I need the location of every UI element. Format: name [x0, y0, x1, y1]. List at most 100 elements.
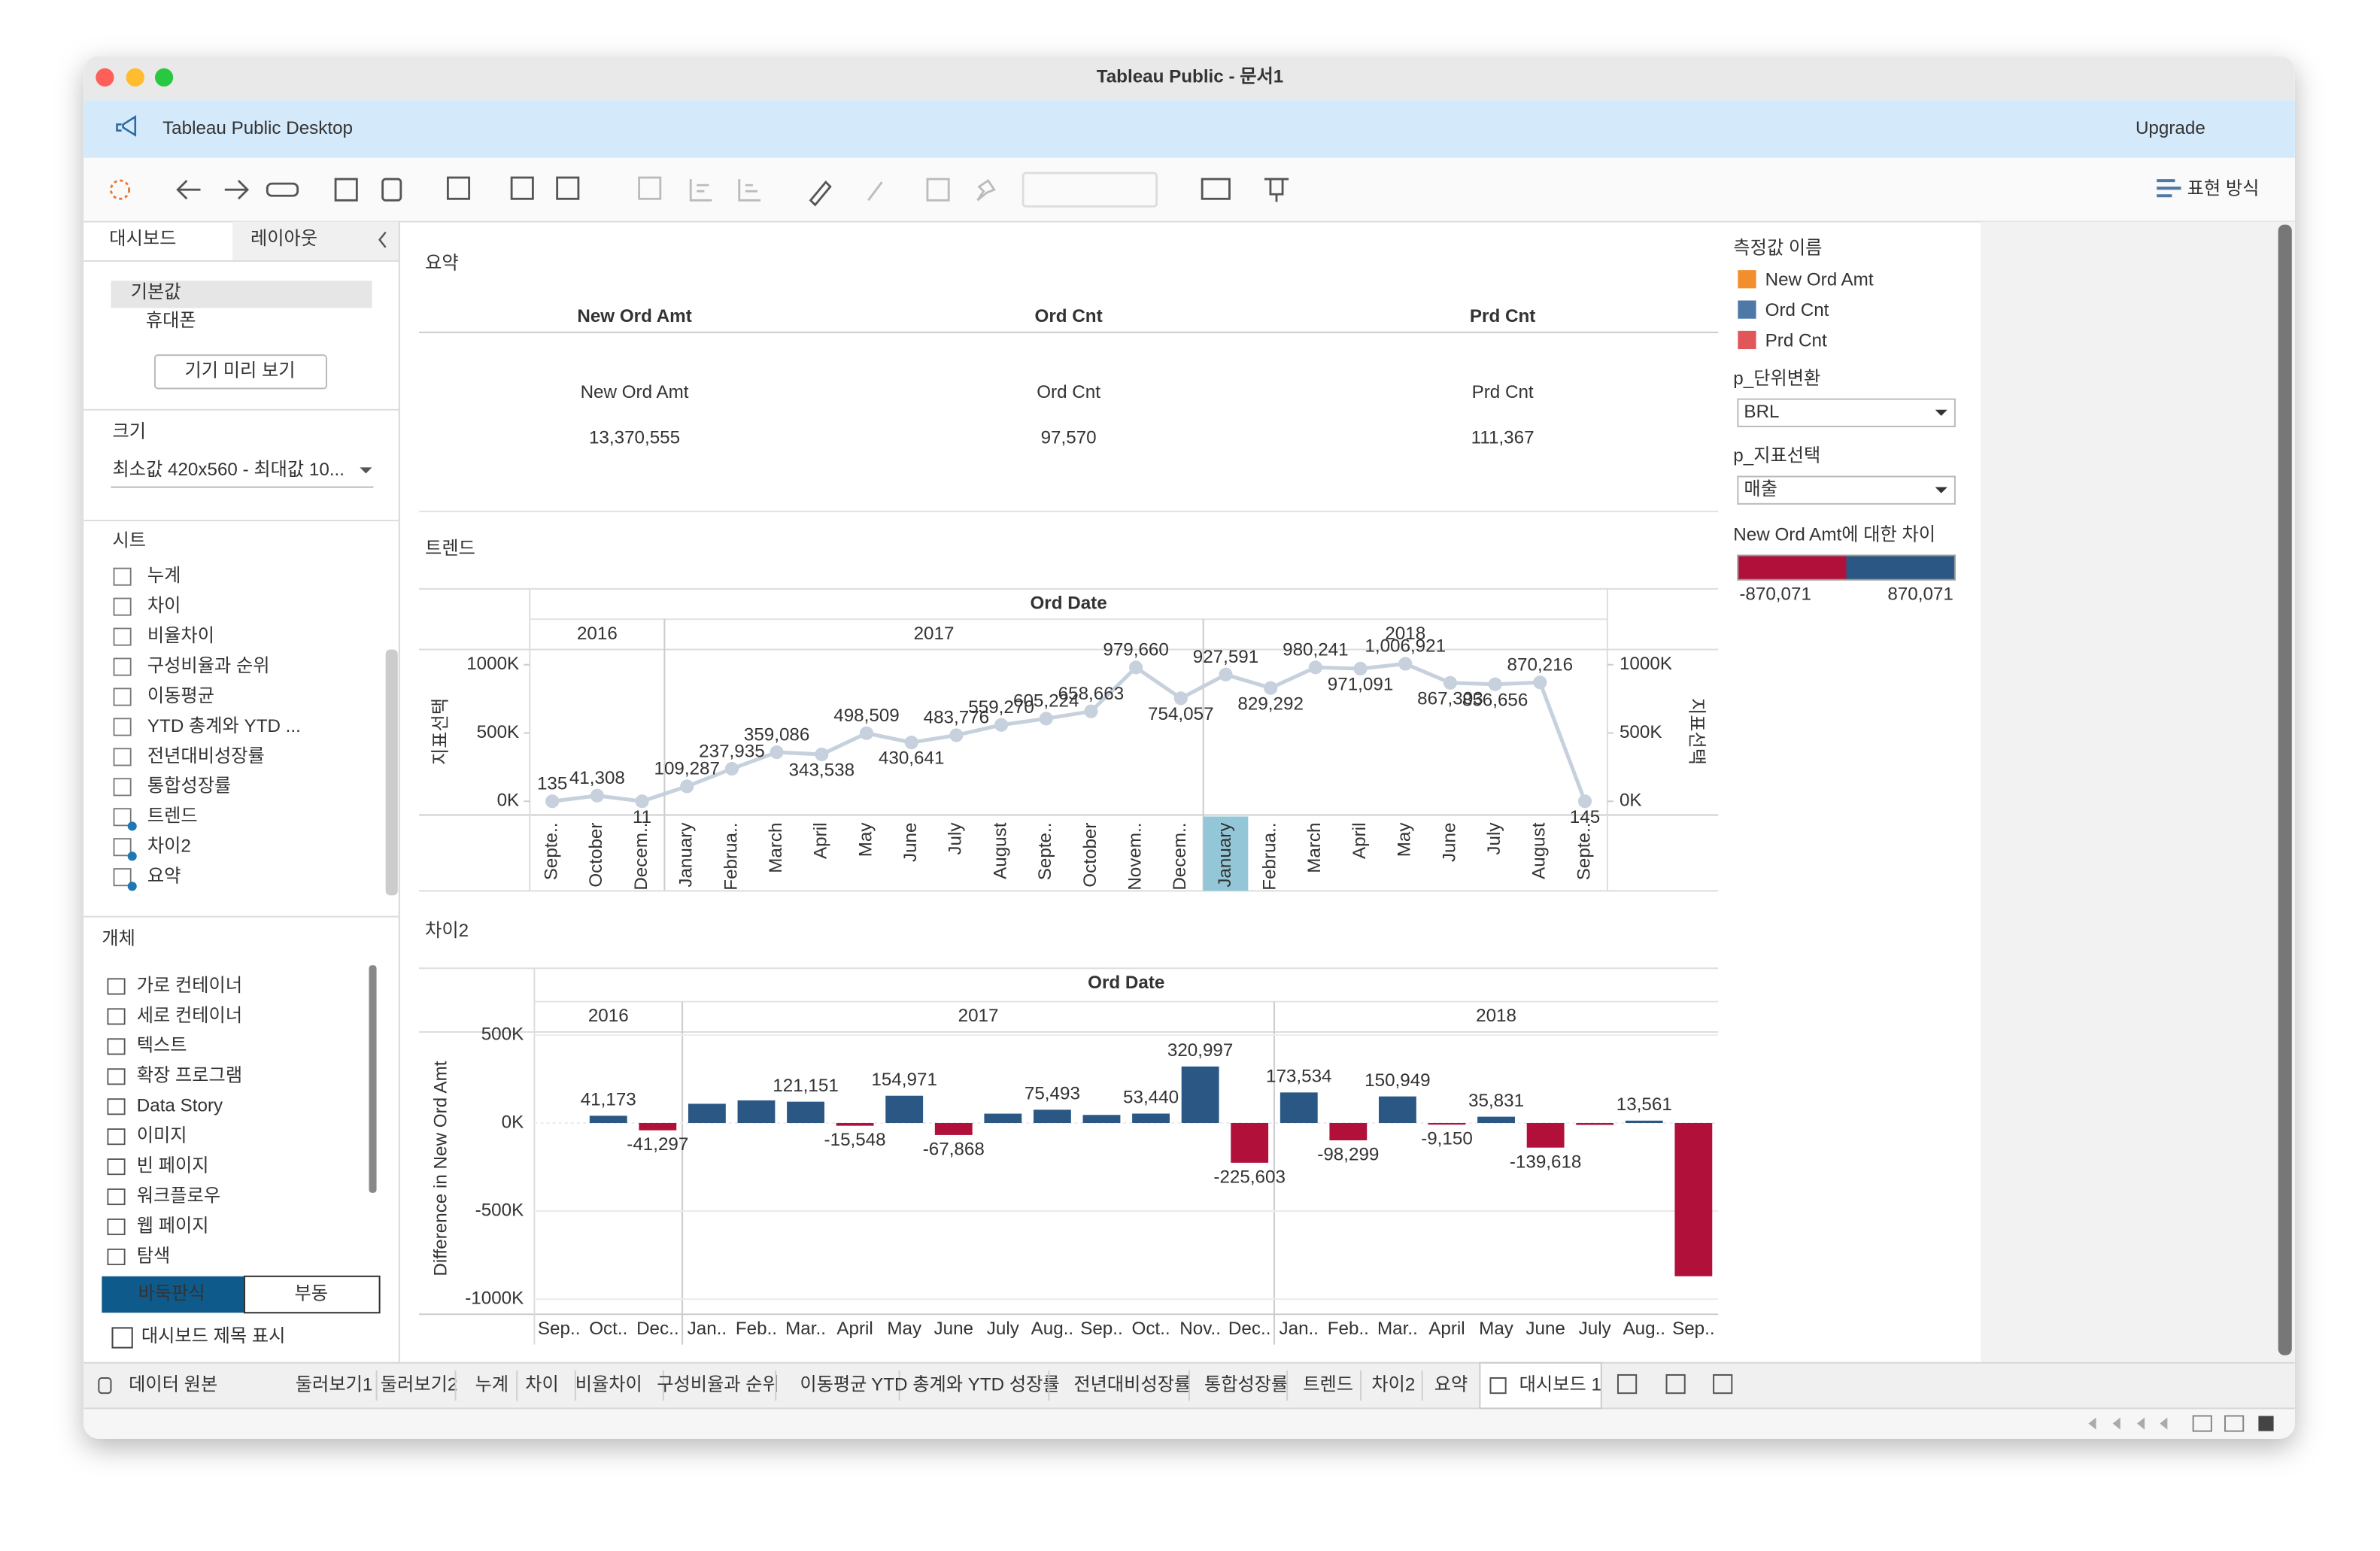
object-item[interactable]: 빈 페이지	[137, 1156, 209, 1176]
panel-tab[interactable]: 대시보드	[109, 229, 176, 249]
group-icon[interactable]	[867, 181, 883, 202]
sheet-item[interactable]: 비율차이	[147, 626, 214, 646]
device-item[interactable]: 휴대폰	[146, 311, 196, 331]
label-icon[interactable]	[926, 178, 950, 202]
minimize-button[interactable]	[126, 68, 144, 87]
pin-icon[interactable]	[976, 179, 996, 202]
collapse-icon[interactable]	[378, 231, 387, 248]
sheet-tab[interactable]: 데이터 원본	[129, 1374, 217, 1395]
view-toggle[interactable]	[2192, 1415, 2212, 1432]
save-icon[interactable]	[334, 178, 358, 202]
sheet-item[interactable]: 요약	[147, 867, 181, 887]
fit-dropdown[interactable]	[1022, 171, 1158, 208]
datasource-icon[interactable]	[381, 178, 402, 202]
sort-asc-icon[interactable]	[689, 179, 712, 202]
object-item[interactable]: 이미지	[137, 1126, 187, 1146]
select-arrow[interactable]	[1935, 487, 1947, 493]
sheet-tab[interactable]: 트렌드	[1303, 1374, 1353, 1395]
sheet-item[interactable]: 누계	[147, 566, 181, 586]
clear-icon[interactable]	[556, 176, 580, 200]
sheet-tab[interactable]: 비율차이	[575, 1374, 642, 1395]
device-item[interactable]: 기본값	[131, 282, 181, 302]
nav-button[interactable]	[2136, 1417, 2145, 1430]
nav-button[interactable]	[2112, 1417, 2120, 1430]
y-tick-label: 0K	[497, 791, 520, 811]
preview-button[interactable]: 기기 미리 보기	[184, 361, 295, 381]
sheet-tab[interactable]: YTD 총계와 YTD 성장률	[871, 1374, 1060, 1395]
highlight-icon[interactable]	[809, 181, 832, 207]
back-icon[interactable]	[176, 180, 201, 200]
select-arrow[interactable]	[1935, 409, 1947, 416]
parameter-value[interactable]: BRL	[1744, 402, 1779, 422]
redo-icon[interactable]	[266, 182, 299, 197]
view-toggle[interactable]	[2258, 1416, 2274, 1431]
legend-entry[interactable]: Prd Cnt	[1765, 330, 1827, 351]
new-sheet-button[interactable]	[1617, 1373, 1638, 1395]
sheet-item[interactable]: 트렌드	[147, 806, 198, 827]
sheet-tab[interactable]: 이동평균	[800, 1374, 867, 1395]
presentation-icon[interactable]	[1264, 178, 1289, 202]
new-sheet-icon[interactable]	[446, 176, 471, 200]
object-item[interactable]: 가로 컨테이너	[137, 976, 242, 996]
close-button[interactable]	[96, 68, 114, 87]
sheet-tab[interactable]: 차이2	[1371, 1374, 1415, 1395]
sheet-tab[interactable]: 요약	[1434, 1374, 1468, 1395]
sheet-item[interactable]: 통합성장률	[147, 776, 231, 797]
view-toggle[interactable]	[2224, 1415, 2245, 1432]
show-me-panel-icon[interactable]	[2157, 179, 2181, 198]
sheet-item[interactable]: 전년대비성장률	[147, 746, 265, 766]
show-me-button[interactable]: 표현 방식	[2187, 179, 2260, 199]
parameter-value[interactable]: 매출	[1744, 479, 1777, 499]
preview-button-frame[interactable]	[153, 354, 327, 390]
sheet-item[interactable]: 이동평균	[147, 686, 214, 706]
object-item[interactable]: 세로 컨테이너	[137, 1006, 242, 1026]
object-item[interactable]: 탐색	[137, 1246, 171, 1266]
sheet-item[interactable]: 차이	[147, 596, 181, 616]
parameter-select[interactable]	[1737, 475, 1956, 505]
object-item[interactable]: 워크플로우	[137, 1185, 220, 1206]
sheet-tab[interactable]: 차이	[525, 1374, 559, 1395]
sheet-tab[interactable]: 대시보드 1	[1519, 1374, 1601, 1395]
sheet-item[interactable]: YTD 총계와 YTD ...	[147, 716, 301, 736]
forward-icon[interactable]	[224, 180, 250, 200]
size-dropdown[interactable]: 최소값 420x560 - 최대값 10...	[112, 460, 345, 480]
object-item[interactable]: Data Story	[137, 1096, 223, 1116]
legend-entry[interactable]: Ord Cnt	[1765, 300, 1829, 320]
panel-tab[interactable]: 레이아웃	[250, 229, 317, 249]
dashboard-tab-icon[interactable]	[1489, 1376, 1507, 1395]
layout-mode-label[interactable]: 부동	[295, 1283, 329, 1304]
legend-entry[interactable]: New Ord Amt	[1765, 270, 1874, 290]
sheet-tab[interactable]: 구성비율과 순위	[657, 1374, 779, 1395]
nav-button[interactable]	[2160, 1417, 2168, 1430]
layout-mode-option[interactable]	[244, 1275, 381, 1314]
new-sheet-button[interactable]	[1665, 1373, 1686, 1395]
show-me-icon[interactable]	[1201, 178, 1231, 200]
dropdown-arrow[interactable]	[360, 467, 372, 474]
show-title-label[interactable]: 대시보드 제목 표시	[141, 1326, 286, 1346]
zoom-button[interactable]	[154, 68, 174, 87]
sheet-tab[interactable]: 둘러보기1	[296, 1374, 373, 1395]
datasource-tab-icon[interactable]	[98, 1376, 112, 1395]
sort-desc-icon[interactable]	[738, 179, 761, 202]
sheet-tab[interactable]: 통합성장률	[1204, 1374, 1288, 1395]
swap-icon[interactable]	[638, 176, 662, 200]
nav-button[interactable]	[2088, 1417, 2096, 1430]
checkbox[interactable]	[111, 1327, 133, 1349]
status-bar	[83, 1408, 2295, 1439]
new-sheet-button[interactable]	[1713, 1373, 1733, 1395]
value-label: 11	[633, 807, 651, 827]
parameter-select[interactable]	[1737, 398, 1956, 427]
sheet-item[interactable]: 차이2	[147, 836, 191, 857]
object-item[interactable]: 텍스트	[137, 1036, 187, 1056]
object-item[interactable]: 확장 프로그램	[137, 1066, 242, 1086]
sheet-tab[interactable]: 누계	[475, 1374, 509, 1395]
layout-mode-label[interactable]: 바둑판식	[138, 1283, 205, 1304]
object-item[interactable]: 웹 페이지	[137, 1216, 209, 1236]
sheet-tab[interactable]: 둘러보기2	[381, 1374, 458, 1395]
duplicate-icon[interactable]	[510, 176, 534, 200]
upgrade-link[interactable]: Upgrade	[2136, 118, 2205, 138]
column-header: Ord Cnt	[1035, 306, 1103, 326]
sheet-tab[interactable]: 전년대비성장률	[1073, 1374, 1191, 1395]
sheet-item[interactable]: 구성비율과 순위	[147, 656, 270, 676]
layout-mode-selected[interactable]	[102, 1276, 245, 1313]
